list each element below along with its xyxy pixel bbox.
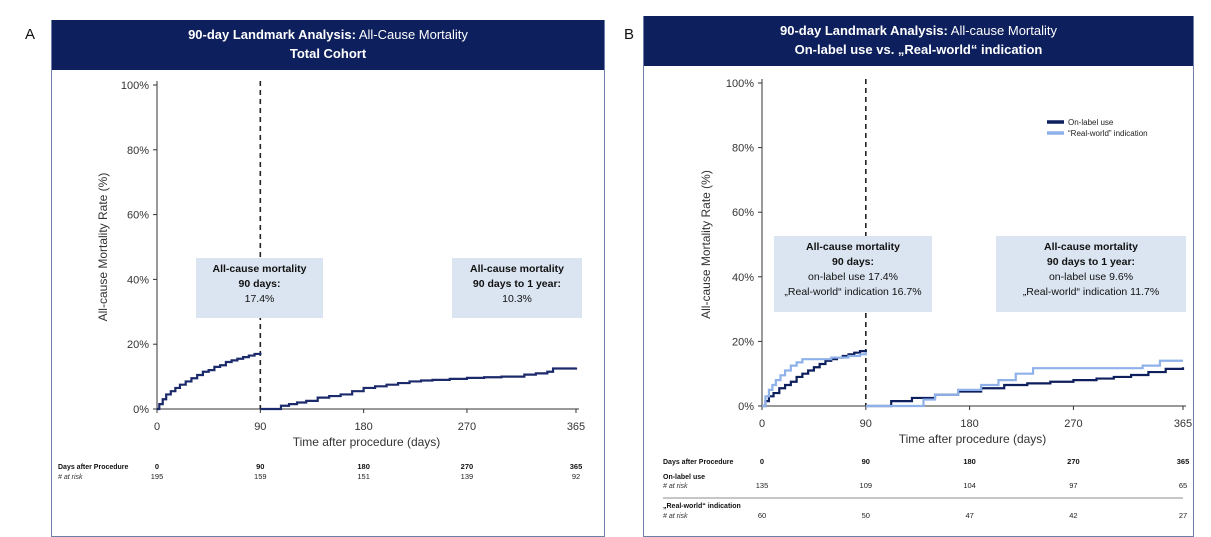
panel-b-risk-group2-label: „Real-world“ indication [663,503,741,510]
panel-b: 90-day Landmark Analysis: All-cause Mort… [643,16,1194,537]
panel-b-risk-day: 0 [760,457,764,466]
panel-a-risk-count: 195 [151,472,164,481]
panel-a-letter: A [25,26,36,43]
panel-b-risk-group1-count: 109 [860,481,873,490]
panel-a-x-tick-label: 365 [567,421,585,433]
panel-b-risk-group1-count: 135 [756,481,769,490]
panel-a-series-1-segment-2 [260,367,578,411]
panel-a-risk-sub: # at risk [58,474,83,481]
panel-b-risk-group2-count: 47 [965,511,973,520]
panel-a-x-tick-label: 0 [154,421,160,433]
panel-a-y-tick-label: 0% [133,404,149,416]
panel-b-risk-day: 365 [1177,457,1190,466]
panel-a-header: 90-day Landmark Analysis: All-Cause Mort… [52,20,604,70]
panel-b-risk-group2-sub: # at risk [663,513,688,520]
panel-b-risk-header: Days after Procedure [663,459,734,466]
panel-b-risk-group1-count: 65 [1179,481,1187,490]
panel-a-y-tick-label: 40% [127,274,149,286]
panel-b-risk-group2-count: 27 [1179,511,1187,520]
panel-b-x-tick-label: 365 [1174,418,1192,430]
panel-b-header: 90-day Landmark Analysis: All-cause Mort… [644,16,1193,66]
panel-a-annotation-left: All-cause mortality 90 days: 17.4% [196,258,323,318]
panel-a-risk-day: 365 [570,462,583,471]
panel-b-subtitle: On-label use vs. „Real-world“ indication [794,42,1043,57]
panel-a-risk-header: Days after Procedure [58,464,129,471]
panel-a-y-tick-label: 80% [127,145,149,157]
panel-a-risk-day: 0 [155,462,159,471]
panel-b-series-1-segment-2 [865,367,1185,408]
panel-a-y-axis-title: All-cause Mortality Rate (%) [96,173,110,322]
panel-b-legend-label-1: On-label use [1068,118,1114,127]
panel-a: 90-day Landmark Analysis: All-Cause Mort… [51,20,605,537]
panel-a-subtitle: Total Cohort [289,46,367,61]
panel-a-x-tick-label: 270 [458,421,476,433]
panel-a-y-tick-label: 60% [127,210,149,222]
panel-b-risk-group1-label: On-label use [663,474,705,481]
panel-a-y-tick-label: 20% [127,339,149,351]
panel-b-series-2-segment-2 [865,359,1183,408]
panel-b-title: 90-day Landmark Analysis: All-cause Mort… [780,23,1057,38]
panel-a-x-tick-label: 180 [354,421,372,433]
panel-a-x-tick-label: 90 [254,421,266,433]
panel-a-risk-count: 139 [461,472,474,481]
panel-b-risk-day: 90 [862,457,870,466]
panel-b-y-axis-title: All-cause Mortality Rate (%) [699,170,713,319]
panel-a-annotation-right: All-cause mortality 90 days to 1 year: 1… [452,258,582,318]
panel-b-risk-group1-count: 104 [963,481,976,490]
panel-b-risk-group2-count: 60 [758,511,766,520]
panel-a-series-1-segment-1 [157,352,262,411]
panel-a-risk-count: 151 [357,472,370,481]
panel-b-y-tick-label: 60% [732,207,754,219]
panel-b-x-tick-label: 270 [1064,418,1082,430]
panel-b-legend-label-2: “Real-world” indication [1068,129,1148,138]
panel-b-letter: B [624,26,635,43]
panel-b-risk-group1-count: 97 [1069,481,1077,490]
panel-a-risk-count: 92 [572,472,580,481]
panel-b-x-tick-label: 180 [960,418,978,430]
panel-a-risk-day: 180 [357,462,370,471]
panel-b-y-tick-label: 0% [738,401,754,413]
panel-b-risk-day: 180 [963,457,976,466]
panel-b-risk-day: 270 [1067,457,1080,466]
panel-a-title: 90-day Landmark Analysis: All-Cause Mort… [188,27,468,42]
panel-b-y-tick-label: 80% [732,143,754,155]
panel-b-risk-group2-count: 42 [1069,511,1077,520]
panel-b-risk-group2-count: 50 [862,511,870,520]
panel-b-x-tick-label: 0 [759,418,765,430]
panel-a-chart: 0% 20% 40% 60% 80% 100% 0 90 180 270 365 Time after… [58,80,585,481]
panel-a-y-tick-label: 100% [121,80,149,92]
panel-a-risk-day: 270 [461,462,474,471]
panel-b-risk-group1-sub: # at risk [663,483,688,490]
panel-b-series-2-segment-1 [762,352,867,408]
panel-b-x-tick-label: 90 [860,418,872,430]
panel-a-x-axis-title: Time after procedure (days) [293,435,441,449]
panel-b-annotation-right: All-cause mortality 90 days to 1 year: o… [996,236,1186,312]
panel-a-risk-count: 159 [254,472,267,481]
panel-b-y-tick-label: 40% [732,272,754,284]
panel-b-y-tick-label: 100% [726,78,754,90]
panel-b-y-tick-label: 20% [732,336,754,348]
panel-b-x-axis-title: Time after procedure (days) [899,432,1047,446]
panel-a-risk-day: 90 [256,462,264,471]
panel-b-annotation-left: All-cause mortality 90 days: on-label us… [774,236,932,312]
